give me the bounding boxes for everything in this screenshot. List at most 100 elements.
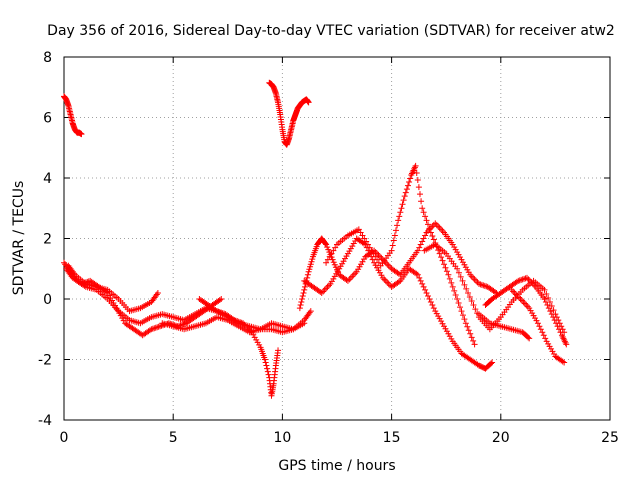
data-point — [548, 345, 555, 352]
data-point — [475, 280, 482, 287]
data-point — [107, 294, 114, 301]
data-point — [537, 326, 544, 333]
data-point — [297, 302, 304, 309]
data-point — [557, 329, 564, 336]
data-point — [251, 334, 258, 341]
y-tick-label: -4 — [38, 413, 52, 429]
data-point — [336, 265, 343, 272]
data-point — [470, 302, 477, 309]
data-point — [307, 263, 314, 270]
data-point — [433, 221, 440, 228]
data-point — [458, 308, 465, 315]
data-point — [305, 99, 312, 106]
data-point — [423, 289, 430, 296]
data-point — [521, 275, 528, 282]
data-point — [455, 300, 462, 307]
data-point — [533, 317, 540, 324]
data-point — [342, 255, 349, 262]
data-point — [543, 290, 550, 297]
data-point — [356, 263, 363, 270]
x-tick-label: 0 — [60, 430, 69, 446]
data-point — [534, 320, 541, 327]
data-point — [299, 296, 306, 302]
data-point — [339, 260, 346, 267]
data-point — [449, 283, 456, 290]
data-point — [148, 326, 155, 333]
data-point — [372, 253, 379, 260]
data-point — [337, 263, 344, 270]
data-point — [465, 269, 472, 276]
data-point — [355, 226, 362, 233]
data-point — [390, 237, 397, 244]
data-point — [332, 264, 339, 271]
data-point — [343, 253, 350, 260]
data-point — [541, 296, 548, 302]
data-point — [473, 277, 480, 284]
data-point — [466, 293, 473, 300]
data-point — [151, 325, 158, 332]
data-point — [520, 299, 527, 306]
data-point — [375, 267, 382, 274]
data-point — [110, 300, 117, 307]
data-point — [389, 242, 396, 249]
data-point — [330, 259, 337, 266]
data-point — [298, 299, 305, 306]
data-point — [464, 323, 471, 330]
data-point — [418, 198, 425, 205]
data-point — [465, 327, 472, 334]
data-point — [441, 261, 448, 268]
data-point — [524, 303, 531, 310]
tick-layer: 0 5 10 15 20 25 -4 -2 0 2 4 6 8 — [38, 50, 619, 446]
data-point — [234, 318, 241, 325]
data-point — [454, 296, 461, 302]
data-point — [438, 318, 445, 325]
data-point — [368, 247, 375, 254]
data-point — [323, 285, 330, 292]
data-point — [522, 275, 529, 282]
data-point — [216, 297, 223, 304]
data-point — [328, 278, 335, 285]
data-point — [394, 222, 401, 229]
data-point — [352, 270, 359, 277]
data-point — [391, 232, 398, 239]
data-point — [232, 317, 239, 324]
data-point — [554, 323, 561, 330]
data-point — [387, 282, 394, 289]
data-point — [435, 223, 442, 230]
data-point — [550, 307, 557, 314]
data-point — [478, 281, 485, 288]
data-point — [471, 276, 478, 283]
x-tick-label: 25 — [601, 430, 619, 446]
data-point — [518, 276, 525, 283]
data-point — [510, 288, 517, 295]
data-point — [381, 276, 388, 283]
data-point — [404, 182, 411, 189]
data-point — [556, 326, 563, 333]
data-point — [350, 240, 357, 247]
data-point — [395, 278, 402, 285]
data-point — [426, 296, 433, 302]
data-point — [452, 246, 459, 253]
data-point — [419, 205, 426, 212]
data-point — [539, 329, 546, 336]
data-point — [416, 274, 423, 281]
data-point — [487, 360, 494, 367]
data-point — [467, 330, 474, 337]
data-point — [154, 289, 161, 296]
data-point — [149, 325, 156, 332]
data-point — [326, 253, 333, 260]
data-point — [547, 308, 554, 315]
data-point — [427, 229, 434, 236]
data-point — [470, 274, 477, 281]
data-point — [419, 280, 426, 287]
data-point — [399, 201, 406, 208]
data-point — [545, 305, 552, 312]
data-point — [477, 281, 484, 288]
data-point — [407, 175, 414, 182]
data-point — [334, 268, 341, 275]
data-point — [446, 275, 453, 282]
data-point — [120, 317, 127, 324]
data-point — [323, 259, 330, 266]
y-axis-label: SDTVAR / TECUs — [11, 181, 27, 296]
